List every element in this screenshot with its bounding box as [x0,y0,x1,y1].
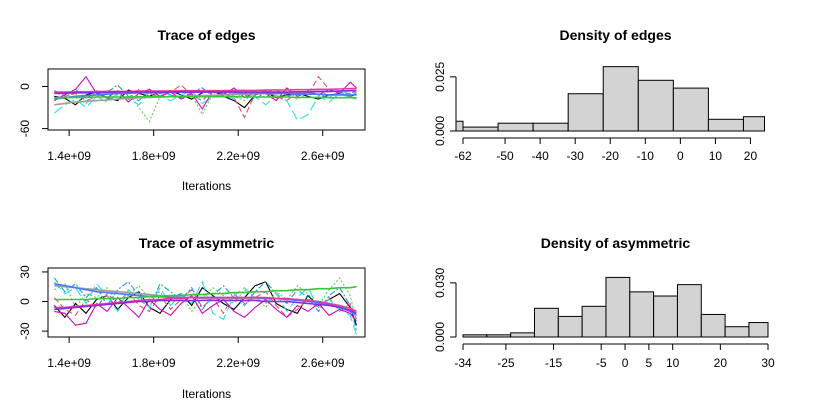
histogram-bar [497,122,534,132]
histogram-bar [581,305,607,338]
x-tick-label: 0 [677,149,684,163]
histogram-bar [533,307,559,338]
panel-1: Density of edges -62 -50 -40 -30 -20 -10 0 10 20 0… [433,27,765,163]
plot-frame [47,267,366,338]
histogram-bar [462,334,488,338]
series-line [54,296,357,313]
x-tick-label: 10 [709,149,723,163]
y-tick-label: -30 [18,322,32,340]
series-line [54,294,357,326]
y-tick-label: -60 [18,120,32,138]
y-tick-label: 30 [18,265,32,279]
histogram-bar [629,291,655,338]
series-line [54,285,357,301]
y-tick-label: 0.030 [433,267,447,297]
x-tick-label: 0 [622,356,629,370]
histogram-bar [742,116,765,132]
panel-2: Trace of asymmetric 1.4e+09 1.8e+09 2.2e+09… [18,235,366,401]
y-tick-label: 0 [18,298,32,305]
x-tick-label: 2.6e+09 [301,149,345,163]
histogram-bar [605,276,631,338]
series-line [54,276,358,322]
panel-3: Density of asymmetric -34 -25 -15 -5 0 5 10 20 30… [433,235,775,370]
x-tick-label: 1.8e+09 [132,149,176,163]
histogram-bar [486,334,512,338]
histogram-bar [462,126,499,132]
series-line [54,299,357,315]
histogram-bar [724,326,750,338]
x-tick-label: -15 [545,356,563,370]
histogram-bar [510,332,535,338]
x-tick-label: -50 [496,149,514,163]
plot-frame [47,68,366,131]
x-tick-label: 1.4e+09 [47,149,91,163]
x-tick-label: 1.4e+09 [47,356,91,370]
x-tick-label: -40 [531,149,549,163]
chart-title: Density of asymmetric [541,235,691,251]
x-tick-label: 10 [666,356,680,370]
histogram-bar [653,295,678,338]
x-tick-label: -25 [497,356,515,370]
chart-title: Trace of asymmetric [139,235,275,251]
histogram-bar [672,87,709,132]
x-tick-label: -5 [596,356,607,370]
panel-0: Trace of edges 1.4e+09 1.8e+09 2.2e+09 2.6e+… [18,27,366,193]
histogram-bar [557,315,583,338]
y-tick-label: 0.025 [433,61,447,91]
histogram-bar [567,93,604,132]
x-tick-label: 5 [646,356,653,370]
chart-title: Trace of edges [157,27,255,43]
x-tick-label: 30 [761,356,775,370]
x-tick-label: 2.2e+09 [216,356,260,370]
histogram-bar [707,118,744,132]
series-line [54,87,357,93]
series-line [54,89,357,95]
histogram-bar [700,313,726,338]
chart-title: Density of edges [559,27,671,43]
y-tick-label: 0.000 [433,116,447,146]
x-axis-label: Iterations [182,179,231,193]
histogram-bar [637,79,674,132]
histogram-bar [602,66,639,132]
series-line [54,95,357,99]
histogram-bar [455,120,464,132]
x-tick-label: 2.2e+09 [216,149,260,163]
x-tick-label: -10 [637,149,655,163]
x-tick-label: -30 [567,149,585,163]
x-tick-label: 20 [714,356,728,370]
histogram-bar [748,322,769,338]
x-axis-label: Iterations [182,387,231,401]
y-tick-label: 0 [18,83,32,90]
x-tick-label: -34 [454,356,472,370]
x-tick-label: -62 [454,149,472,163]
y-tick-label: 0.000 [433,322,447,352]
histogram-bar [532,122,569,132]
x-tick-label: 1.8e+09 [132,356,176,370]
x-tick-label: 2.6e+09 [301,356,345,370]
x-tick-label: 20 [744,149,758,163]
x-tick-label: -20 [602,149,620,163]
histogram-bar [676,284,702,338]
